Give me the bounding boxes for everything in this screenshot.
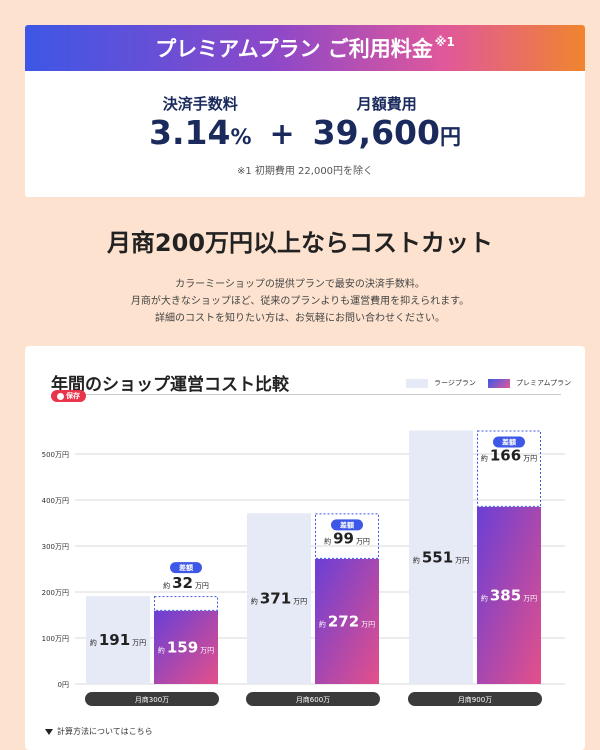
diff-badge xyxy=(170,562,202,574)
diff-badge xyxy=(331,519,363,531)
fee-value: 3.14% xyxy=(149,114,251,156)
category-label: 月商300万 xyxy=(135,695,169,704)
y-tick-label: 300万円 xyxy=(42,543,69,551)
legend-label-large: ラージプラン xyxy=(434,379,476,387)
pricing-title: プレミアムプラン ご利用料金 xyxy=(155,37,433,61)
diff-badge-label: 差額 xyxy=(502,438,516,447)
diff-value-label: 約 99 万円 xyxy=(324,529,370,547)
fee-column: 決済手数料 3.14% xyxy=(149,93,251,156)
legend-item-premium: プレミアムプラン xyxy=(488,378,571,388)
plus-sign: + xyxy=(269,117,295,152)
diff-badge-label: 差額 xyxy=(340,520,354,529)
title-divider xyxy=(51,394,561,395)
triangle-down-icon xyxy=(45,728,53,735)
fee-unit: % xyxy=(230,125,252,149)
pricing-row: 決済手数料 3.14% + 月額費用 39,600円 xyxy=(25,93,585,156)
pricing-note: ※1 初期費用 22,000円を除く xyxy=(236,166,374,177)
description-line: カラーミーショップの提供プランで最安の決済手数料。 xyxy=(175,279,425,290)
category-pill xyxy=(246,692,380,706)
bar-premium xyxy=(315,558,379,684)
y-tick-label: 0円 xyxy=(58,681,69,689)
diff-box xyxy=(315,513,379,559)
bar-premium xyxy=(477,506,541,684)
chart-title: 年間のショップ運営コスト比較 xyxy=(51,375,289,395)
fee-label: 決済手数料 xyxy=(162,95,238,113)
calc-method-link[interactable]: 計算方法についてはこちら xyxy=(45,726,153,737)
value-label-premium: 約 159 万円 xyxy=(158,638,214,656)
page-headline: 月商200万円以上ならコストカット xyxy=(106,229,494,257)
bar-large xyxy=(86,596,150,684)
calc-method-label: 計算方法についてはこちら xyxy=(57,727,153,736)
legend-swatch-large xyxy=(406,378,428,388)
category-pill xyxy=(85,692,219,706)
diff-value-label: 約 32 万円 xyxy=(163,574,209,592)
legend-item-large: ラージプラン xyxy=(406,378,476,388)
diff-value-label: 約 166 万円 xyxy=(481,447,537,465)
chart-card: 0円 100万円 200万円 300万円 400万円 500万円約 191 万円約 159 万円 差… xyxy=(25,346,585,750)
category-label: 月商900万 xyxy=(458,695,492,704)
legend-label-premium: プレミアムプラン xyxy=(516,379,572,387)
category-pill xyxy=(408,692,542,706)
pin-icon xyxy=(57,392,64,400)
pricing-title-note: ※1 xyxy=(434,35,455,49)
value-label-premium: 約 385 万円 xyxy=(481,586,537,604)
diff-box xyxy=(477,430,541,507)
y-tick-label: 400万円 xyxy=(42,497,69,505)
value-label-large: 約 371 万円 xyxy=(251,590,307,608)
legend-swatch-premium xyxy=(488,378,510,388)
diff-badge xyxy=(493,436,525,448)
value-label-premium: 約 272 万円 xyxy=(319,612,375,630)
monthly-unit: 円 xyxy=(439,125,461,149)
value-label-large: 約 191 万円 xyxy=(90,631,146,649)
category-label: 月商600万 xyxy=(296,695,330,704)
monthly-label: 月額費用 xyxy=(356,95,417,113)
monthly-column: 月額費用 39,600円 xyxy=(313,93,461,156)
description-line: 詳細のコストを知りたい方は、お気軽にお問い合わせください。 xyxy=(155,313,445,324)
y-tick-label: 500万円 xyxy=(42,451,69,459)
description: カラーミーショップの提供プランで最安の決済手数料。 月商が大きなショップほど、従… xyxy=(0,276,600,327)
bar-large xyxy=(409,430,473,684)
bar-premium xyxy=(154,610,218,684)
description-line: 月商が大きなショップほど、従来のプランよりも運営費用を抑えられます。 xyxy=(130,296,470,307)
monthly-number: 39,600 xyxy=(312,113,440,152)
save-label: 保存 xyxy=(66,392,80,400)
monthly-value: 39,600円 xyxy=(313,114,461,156)
diff-box xyxy=(154,596,218,611)
y-tick-label: 200万円 xyxy=(42,589,69,597)
bar-large xyxy=(247,513,311,684)
diff-badge-label: 差額 xyxy=(179,563,193,572)
value-label-large: 約 551 万円 xyxy=(413,548,469,566)
pricing-header: プレミアムプラン ご利用料金 ※1 xyxy=(25,25,585,71)
y-tick-label: 100万円 xyxy=(42,635,69,643)
fee-number: 3.14 xyxy=(149,113,231,152)
save-button[interactable]: 保存 xyxy=(51,390,86,402)
pricing-card: プレミアムプラン ご利用料金 ※1 決済手数料 3.14% + 月額費用 39,6… xyxy=(25,25,585,197)
